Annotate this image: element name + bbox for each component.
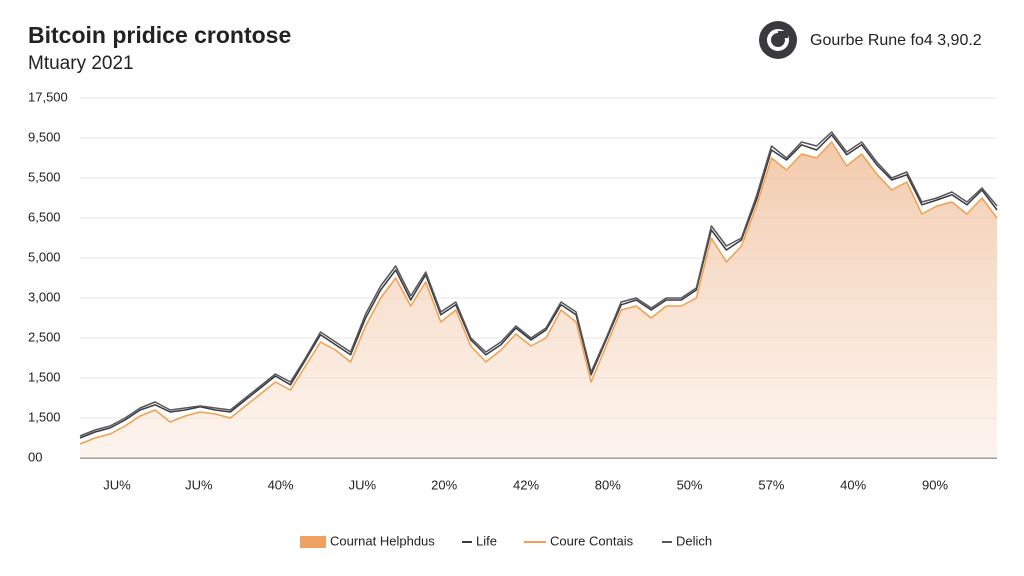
chart-subtitle: Mtuary 2021: [28, 53, 134, 74]
line: [79, 141, 998, 445]
y-tick-label: 5,500: [28, 169, 61, 184]
area: [80, 142, 997, 458]
y-tick-label: 3,000: [28, 289, 61, 304]
y-tick-label: 1,500: [28, 369, 61, 384]
x-tick-label: JU%: [103, 477, 131, 492]
chart-title: Bitcoin pridice crontose: [28, 22, 291, 48]
badge-icon: [759, 21, 797, 59]
x-tick-label: 57%: [758, 477, 784, 492]
x-tick-label: 42%: [513, 477, 539, 492]
x-tick-label: 80%: [595, 477, 621, 492]
x-tick-label: 50%: [677, 477, 703, 492]
x-tick-label: JU%: [185, 477, 213, 492]
y-tick-label: 5,000: [28, 249, 61, 264]
y-tick-label: 2,500: [28, 329, 61, 344]
line: [79, 131, 998, 437]
legend-label: Cournat Helphdus: [330, 533, 435, 548]
legend-swatch: [300, 536, 326, 548]
y-tick-label: 9,500: [28, 129, 61, 144]
plot: 17,500 9,500 5,500 6,500 5,000 3,000 2,500 1,50…: [28, 89, 998, 548]
legend-label: Delich: [676, 533, 712, 548]
y-tick-label: 00: [28, 449, 42, 464]
x-tick-label: JU%: [349, 477, 377, 492]
y-tick-label: 6,500: [28, 209, 61, 224]
legend-label: Life: [476, 533, 497, 548]
badge-text: Gourbe Rune fo4 3,90.2: [810, 32, 982, 49]
x-tick-label: 40%: [840, 477, 866, 492]
legend-label: Coure Contais: [550, 533, 634, 548]
y-tick-label: 17,500: [28, 89, 68, 104]
x-tick-label: 20%: [431, 477, 457, 492]
y-tick-label: 1,500: [28, 409, 61, 424]
line: [79, 134, 998, 439]
x-tick-label: 90%: [922, 477, 948, 492]
x-tick-label: 40%: [268, 477, 294, 492]
